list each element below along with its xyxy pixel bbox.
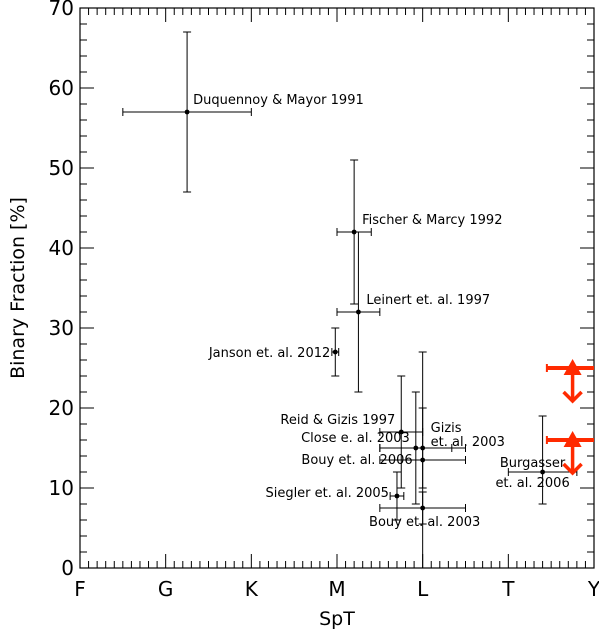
data-point: Fischer & Marcy 1992 (336, 159, 502, 305)
x-tick-label: F (74, 577, 86, 601)
x-tick-label: L (417, 577, 429, 601)
data-marker (420, 457, 426, 463)
data-marker (420, 505, 426, 511)
data-point: Bouy et. al. 2003 (369, 491, 480, 530)
data-marker (184, 109, 190, 115)
y-tick-label: 0 (61, 556, 74, 580)
point-label: Burgasser et. al. 2006 (495, 456, 569, 491)
point-label-line: Burgasser (500, 456, 566, 471)
upper-limit-point (545, 431, 594, 476)
data-point: Janson et. al. 2012 (208, 327, 340, 377)
y-tick-label: 30 (49, 316, 74, 340)
x-axis-label: SpT (319, 608, 355, 630)
x-tick-label: G (158, 577, 174, 601)
data-marker (351, 229, 357, 235)
point-label: Gizis et. al. 2003 (431, 421, 505, 450)
upper-limit-series (545, 359, 594, 476)
point-label: Bouy et. al. 2006 (301, 453, 412, 468)
data-marker (356, 309, 361, 315)
x-tick-label: T (501, 577, 515, 601)
triangle-marker (563, 359, 582, 375)
y-tick-labels: 0 10 20 30 40 50 60 70 (49, 0, 74, 580)
y-tick-label: 10 (49, 476, 74, 500)
point-label: Duquennoy & Mayor 1991 (193, 93, 364, 108)
point-label: Janson et. al. 2012 (208, 346, 330, 361)
x-tick-label: K (245, 577, 259, 601)
upper-limit-arrow-head (562, 390, 583, 404)
x-tick-label: Y (587, 577, 599, 601)
point-label: Leinert et. al. 1997 (366, 293, 490, 308)
y-tick-label: 40 (49, 236, 74, 260)
axis-ticks (79, 7, 595, 569)
data-point: Siegler et. al. 2005 (265, 471, 405, 521)
point-label-line: et. al. 2003 (431, 435, 505, 450)
data-point: Bouy et. al. 2006 (301, 351, 466, 569)
y-tick-label: 50 (49, 156, 74, 180)
point-label: Reid & Gizis 1997 (280, 413, 395, 428)
point-label-line: et. al. 2006 (495, 476, 569, 491)
data-point: Burgasser et. al. 2006 (495, 415, 578, 505)
x-tick-label: M (328, 577, 345, 601)
data-series: Duquennoy & Mayor 1991 Fischer & Marcy 19… (122, 31, 578, 569)
data-marker (398, 429, 404, 435)
point-label: Close e. al. 2003 (301, 431, 410, 446)
point-label: Fischer & Marcy 1992 (362, 213, 502, 228)
data-marker (394, 493, 400, 499)
y-tick-label: 20 (49, 396, 74, 420)
triangle-marker (563, 431, 582, 447)
data-marker (413, 445, 419, 451)
data-point: Leinert et. al. 1997 (336, 231, 490, 393)
upper-limit-arrow-head (562, 462, 583, 476)
y-tick-label: 70 (49, 0, 74, 20)
upper-limit-point (545, 359, 594, 404)
point-label: Siegler et. al. 2005 (265, 486, 389, 501)
point-label: Bouy et. al. 2003 (369, 515, 480, 530)
y-tick-label: 60 (49, 76, 74, 100)
data-marker (332, 349, 338, 355)
y-axis-label: Binary Fraction [%] (7, 197, 29, 379)
data-point: Duquennoy & Mayor 1991 (122, 31, 364, 193)
data-point: Close e. al. 2003 (301, 391, 453, 505)
point-label-line: Gizis (431, 421, 462, 436)
data-marker (540, 469, 545, 475)
